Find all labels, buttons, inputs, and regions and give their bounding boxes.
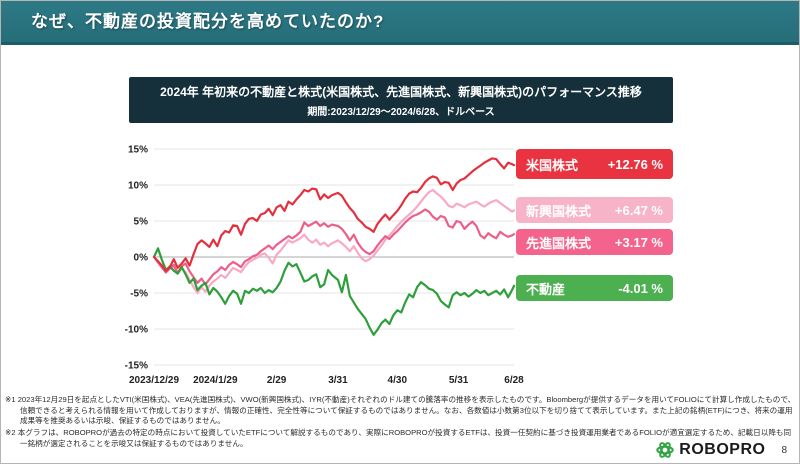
footnote-1: ※1 2023年12月29日を起点としたVTI(米国株式)、VEA(先進国株式)… bbox=[5, 395, 796, 426]
chart-title-box: 2024年 年初来の不動産と株式(米国株式、先進国株式、新興国株式)のパフォーマ… bbox=[129, 77, 673, 123]
x-axis-tick-label: 6/28 bbox=[504, 375, 524, 386]
slide-header: なぜ、不動産の投資配分を高めていたのか? bbox=[1, 1, 799, 45]
chart-title: 2024年 年初来の不動産と株式(米国株式、先進国株式、新興国株式)のパフォーマ… bbox=[160, 84, 642, 99]
x-axis-tick-label: 2/29 bbox=[267, 375, 287, 386]
series-line-IYR bbox=[152, 247, 516, 336]
slide-footer: ROBOPRO 8 bbox=[655, 440, 787, 460]
performance-line-chart: 15% 10% 5% 0% -5% -10% -15% 2023/12/29 2024/1/29… bbox=[125, 145, 525, 387]
y-axis-tick-label: 5% bbox=[134, 217, 149, 228]
legend-value: +6.47 % bbox=[614, 202, 663, 218]
y-axis-tick-label: -15% bbox=[125, 361, 148, 372]
legend-value: +12.76 % bbox=[607, 156, 663, 172]
legend-badge-developed-stocks: 先進国株式 +3.17 % bbox=[516, 229, 673, 255]
series-line-VEA bbox=[152, 208, 516, 286]
page-number: 8 bbox=[781, 444, 787, 456]
footnote-2: ※2 本グラフは、ROBOPROが過去の特定の時点において投資していたETFにつ… bbox=[5, 427, 792, 448]
robopro-logo-icon bbox=[656, 442, 674, 458]
x-axis-tick-label: 3/31 bbox=[328, 375, 348, 386]
y-axis-tick-label: -5% bbox=[130, 289, 148, 300]
y-axis-tick-label: 10% bbox=[128, 181, 148, 192]
legend-badge-real-estate: 不動産 -4.01 % bbox=[516, 275, 673, 301]
x-axis-tick-label: 2023/12/29 bbox=[129, 375, 179, 386]
legend-label: 先進国株式 bbox=[526, 235, 592, 251]
legend-badge-emerging-stocks: 新興国株式 +6.47 % bbox=[516, 197, 673, 223]
x-axis-tick-label: 4/30 bbox=[388, 375, 408, 386]
legend-label: 不動産 bbox=[526, 281, 566, 297]
footnotes: ※1 2023年12月29日を起点としたVTI(米国株式)、VEA(先進国株式)… bbox=[5, 395, 797, 450]
legend-value: -4.01 % bbox=[618, 280, 663, 296]
robopro-logo-text: ROBOPRO bbox=[679, 441, 766, 458]
legend-label: 新興国株式 bbox=[526, 203, 592, 219]
x-axis-tick-label: 5/31 bbox=[449, 375, 469, 386]
series-line-VWO bbox=[152, 188, 516, 295]
x-axis-tick-label: 2024/1/29 bbox=[193, 375, 238, 386]
y-axis-tick-label: 0% bbox=[134, 253, 149, 264]
y-axis-tick-label: -10% bbox=[125, 325, 148, 336]
page-title: なぜ、不動産の投資配分を高めていたのか? bbox=[31, 12, 385, 31]
series-line-VTI bbox=[152, 157, 516, 273]
y-axis-tick-label: 15% bbox=[128, 145, 148, 156]
legend-badge-us-stocks: 米国株式 +12.76 % bbox=[516, 149, 673, 179]
legend-label: 米国株式 bbox=[526, 157, 579, 173]
robopro-logo: ROBOPRO bbox=[655, 440, 765, 460]
chart-subtitle: 期間:2023/12/29〜2024/6/28、ドルベース bbox=[307, 106, 495, 118]
legend-value: +3.17 % bbox=[614, 234, 663, 250]
